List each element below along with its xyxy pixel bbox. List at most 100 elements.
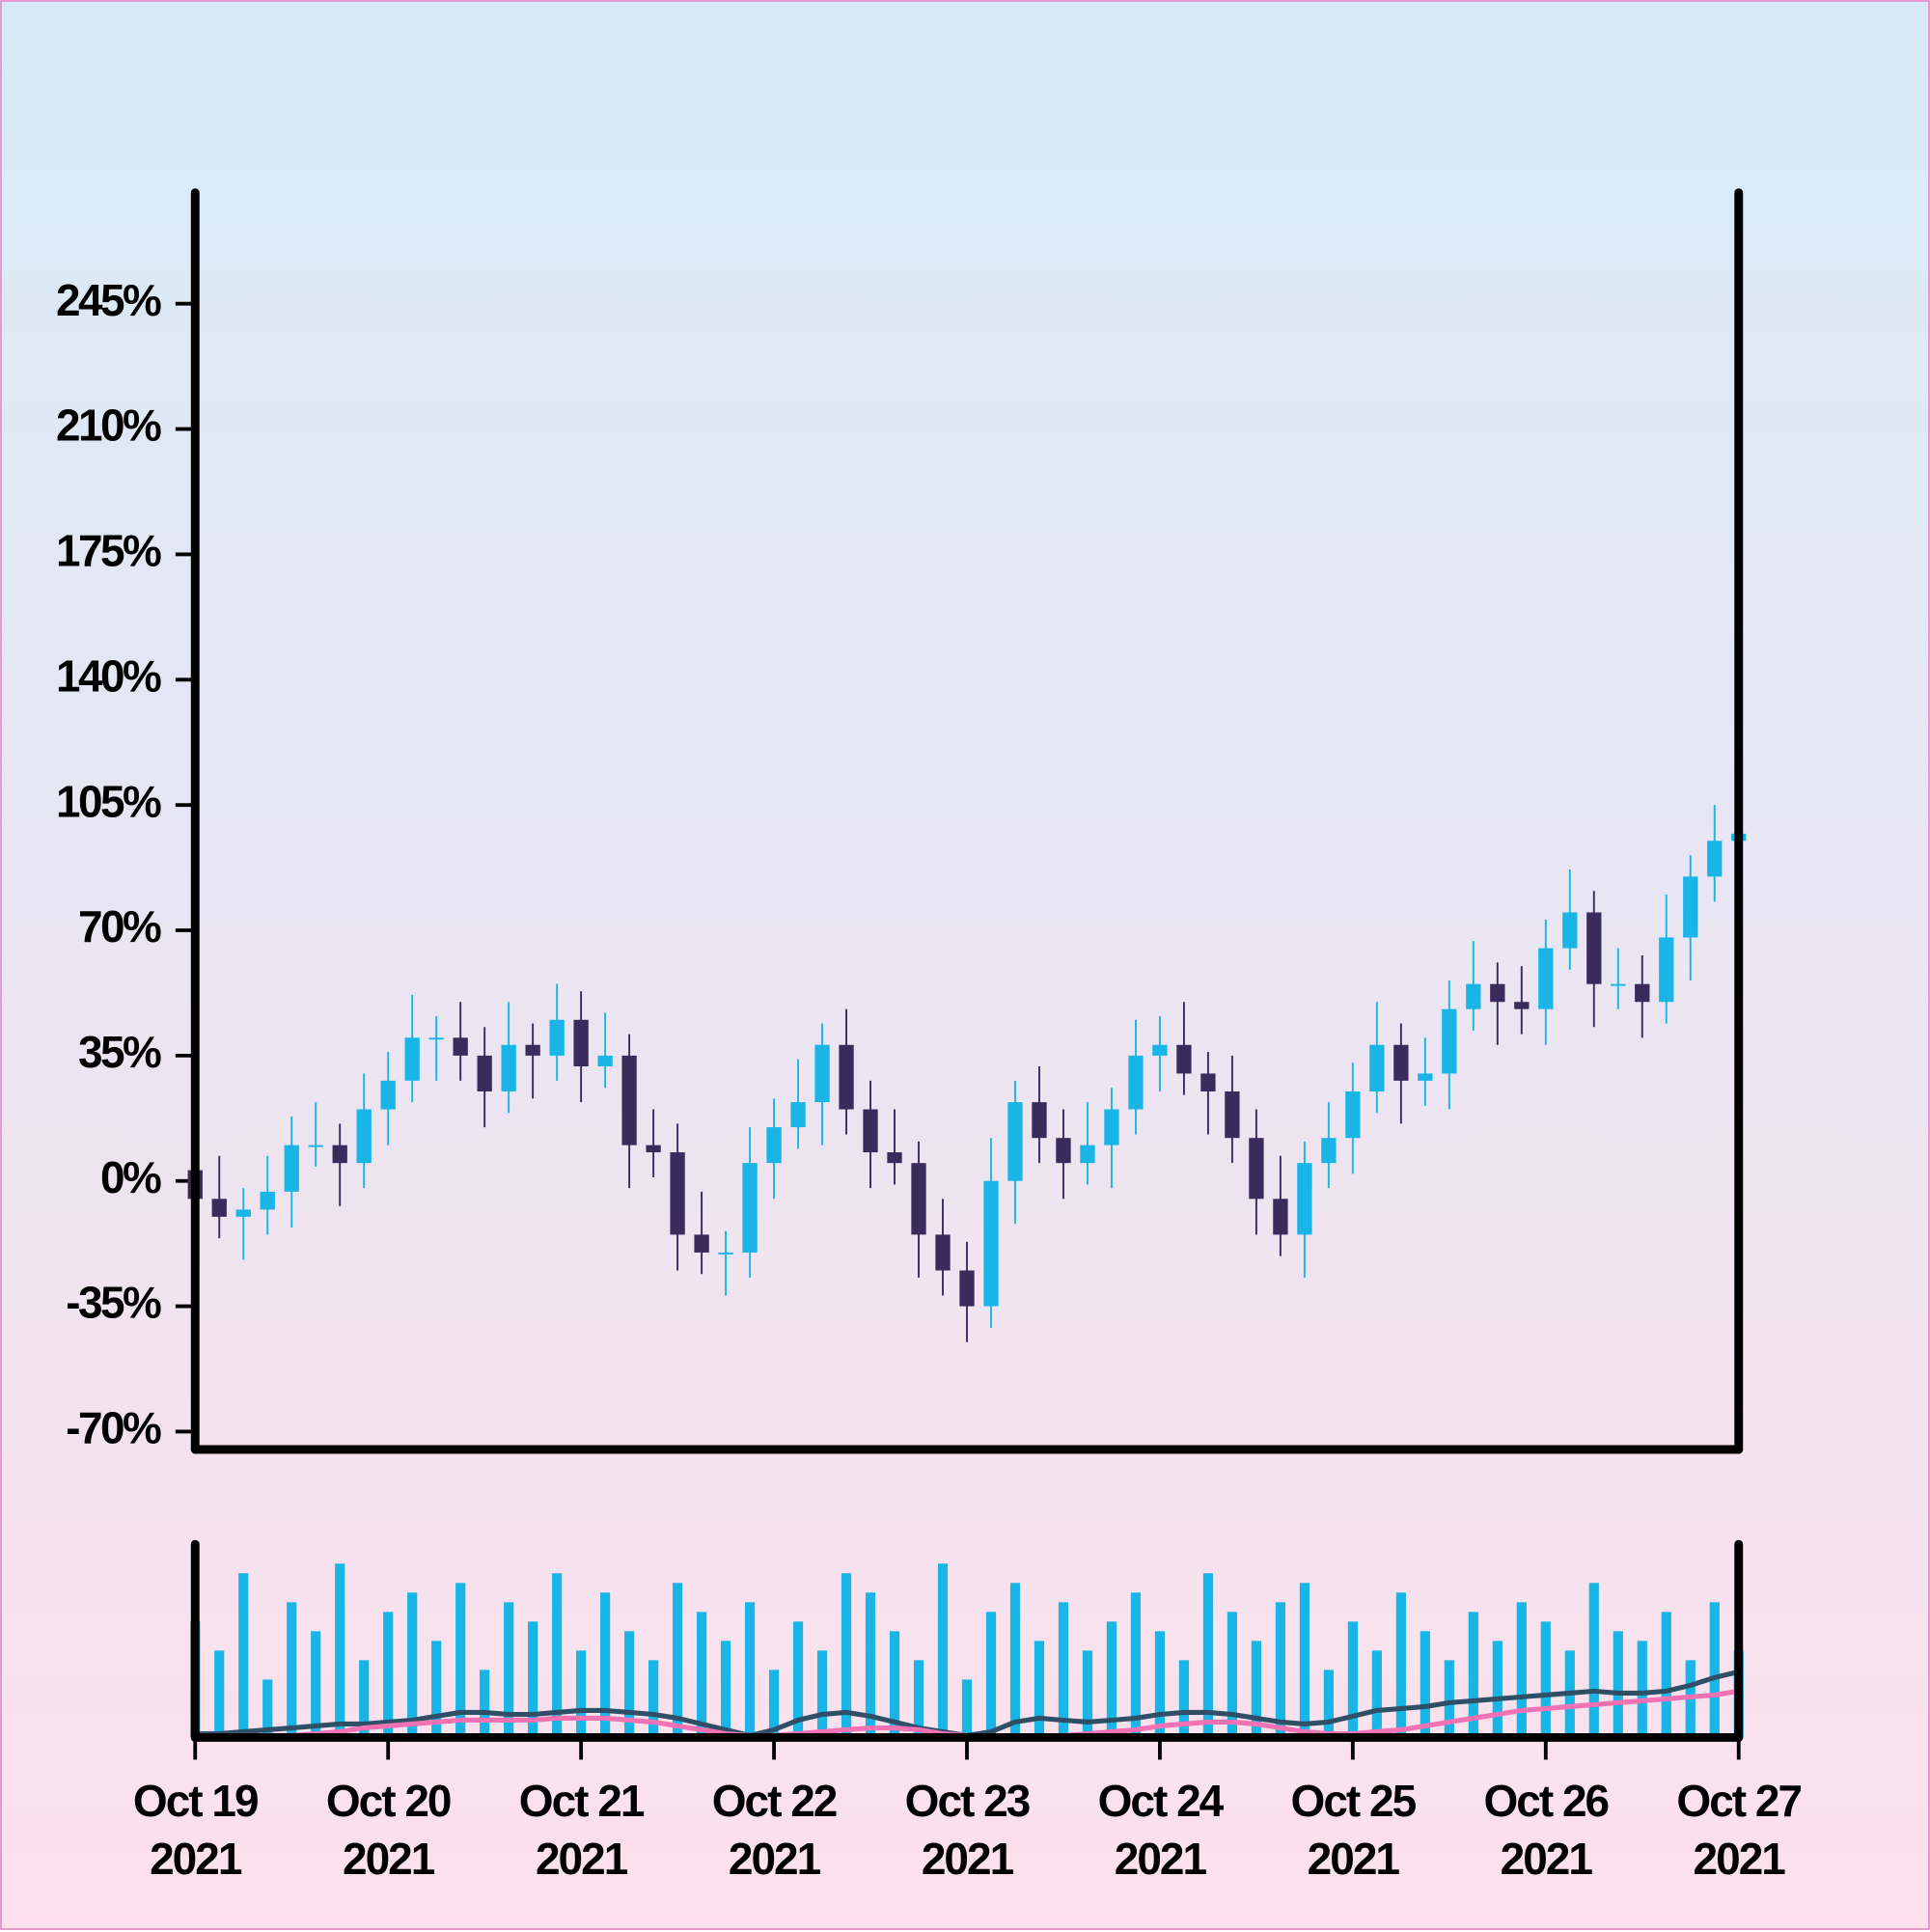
- volume-bar: [1058, 1602, 1069, 1738]
- volume-bar: [1661, 1612, 1671, 1738]
- volume-bar: [1371, 1650, 1382, 1738]
- candle-body: [1635, 983, 1650, 1003]
- volume-bar: [1009, 1583, 1021, 1738]
- y-tick-label: 35%: [78, 1027, 161, 1077]
- candle-body: [863, 1109, 878, 1153]
- y-tick-label: 210%: [56, 400, 161, 451]
- volume-bar: [889, 1631, 900, 1738]
- candle-body: [260, 1191, 275, 1210]
- y-tick-label: 245%: [56, 275, 161, 325]
- candle-body: [1562, 912, 1578, 949]
- y-tick-label: -70%: [66, 1403, 161, 1453]
- volume-bar: [696, 1612, 707, 1738]
- candle-body: [959, 1270, 975, 1307]
- candle-body: [1683, 876, 1698, 938]
- volume-bar: [1251, 1641, 1262, 1738]
- x-tick-label: Oct 27 2021: [1676, 1776, 1803, 1885]
- volume-bar: [1613, 1631, 1623, 1738]
- x-tick-label: Oct 25 2021: [1290, 1776, 1418, 1885]
- candle-body: [235, 1209, 251, 1217]
- candle-body: [1418, 1073, 1433, 1081]
- volume-bar: [1106, 1621, 1117, 1738]
- candle-body: [1152, 1044, 1168, 1056]
- candle-body: [621, 1055, 637, 1145]
- volume-bar: [1540, 1621, 1551, 1738]
- volume-bar: [335, 1563, 345, 1738]
- x-tick-label: Oct 19 2021: [132, 1776, 260, 1885]
- y-tick-label: 70%: [78, 901, 161, 952]
- volume-bar: [913, 1660, 924, 1738]
- candle-body: [380, 1080, 396, 1110]
- x-tick-label: Oct 22 2021: [711, 1776, 839, 1885]
- volume-bar: [1444, 1660, 1454, 1738]
- candle-body: [1321, 1138, 1337, 1164]
- candle-body: [1659, 937, 1674, 1003]
- volume-bar: [624, 1631, 635, 1738]
- volume-bar: [1468, 1612, 1478, 1738]
- x-tick-label: Oct 23 2021: [904, 1776, 1032, 1885]
- volume-bar: [528, 1621, 538, 1738]
- volume-bar: [1709, 1602, 1720, 1738]
- candle-body: [428, 1037, 444, 1040]
- candle-body: [1345, 1090, 1361, 1139]
- volume-bar: [576, 1650, 587, 1738]
- candle-body: [1466, 983, 1481, 1009]
- x-tick-label: Oct 26 2021: [1483, 1776, 1610, 1885]
- y-tick-label: 175%: [56, 526, 161, 576]
- candle-body: [839, 1044, 854, 1110]
- candle-body: [718, 1252, 733, 1255]
- candle-body: [1080, 1145, 1095, 1164]
- candle-body: [1393, 1044, 1409, 1081]
- volume-bar: [1637, 1641, 1647, 1738]
- candle-body: [404, 1037, 420, 1081]
- y-tick-label: 140%: [56, 650, 161, 701]
- volume-bar: [1130, 1592, 1142, 1738]
- volume-bar: [961, 1679, 973, 1738]
- volume-bar: [359, 1660, 370, 1738]
- x-tick-label: Oct 21 2021: [518, 1776, 646, 1885]
- candle-body: [332, 1145, 347, 1164]
- volume-bar: [431, 1641, 442, 1738]
- volume-bar: [552, 1573, 563, 1738]
- candle-body: [1297, 1163, 1312, 1235]
- volume-bar: [407, 1592, 418, 1738]
- volume-bar: [600, 1592, 611, 1738]
- volume-bar: [1082, 1650, 1093, 1738]
- volume-bar: [937, 1563, 949, 1738]
- y-tick-label: 0%: [100, 1152, 161, 1202]
- x-tick-label: Oct 20 2021: [325, 1776, 453, 1885]
- volume-bar: [1178, 1660, 1190, 1738]
- y-tick-label: 105%: [56, 776, 161, 826]
- volume-bar: [1420, 1631, 1430, 1738]
- candle-body: [1056, 1138, 1071, 1164]
- volume-bar: [311, 1631, 321, 1738]
- volume-bar: [1034, 1641, 1045, 1738]
- candle-body: [308, 1145, 323, 1147]
- candle-body: [356, 1109, 372, 1164]
- candle-body: [284, 1145, 299, 1192]
- candle-body: [1225, 1090, 1240, 1139]
- candle-body: [670, 1152, 685, 1235]
- candle-body: [1611, 983, 1626, 986]
- y-tick-label: -35%: [66, 1278, 161, 1328]
- candle-body: [1007, 1102, 1023, 1181]
- candle-body: [814, 1044, 830, 1103]
- candle-body: [549, 1019, 565, 1056]
- volume-bar: [1275, 1602, 1285, 1738]
- candle-body: [1249, 1138, 1264, 1200]
- candle-body: [1586, 912, 1602, 984]
- candle-body: [1369, 1044, 1385, 1091]
- volume-bar: [1323, 1670, 1334, 1738]
- volume-bar: [504, 1602, 514, 1738]
- candle-body: [935, 1234, 951, 1271]
- candle-body: [887, 1152, 902, 1164]
- candle-body: [742, 1163, 758, 1253]
- volume-bar: [648, 1660, 659, 1738]
- candle-body: [597, 1055, 613, 1067]
- volume-bar: [792, 1621, 804, 1738]
- volume-bar: [744, 1602, 756, 1738]
- candle-body: [211, 1199, 227, 1217]
- candle-body: [1032, 1102, 1047, 1139]
